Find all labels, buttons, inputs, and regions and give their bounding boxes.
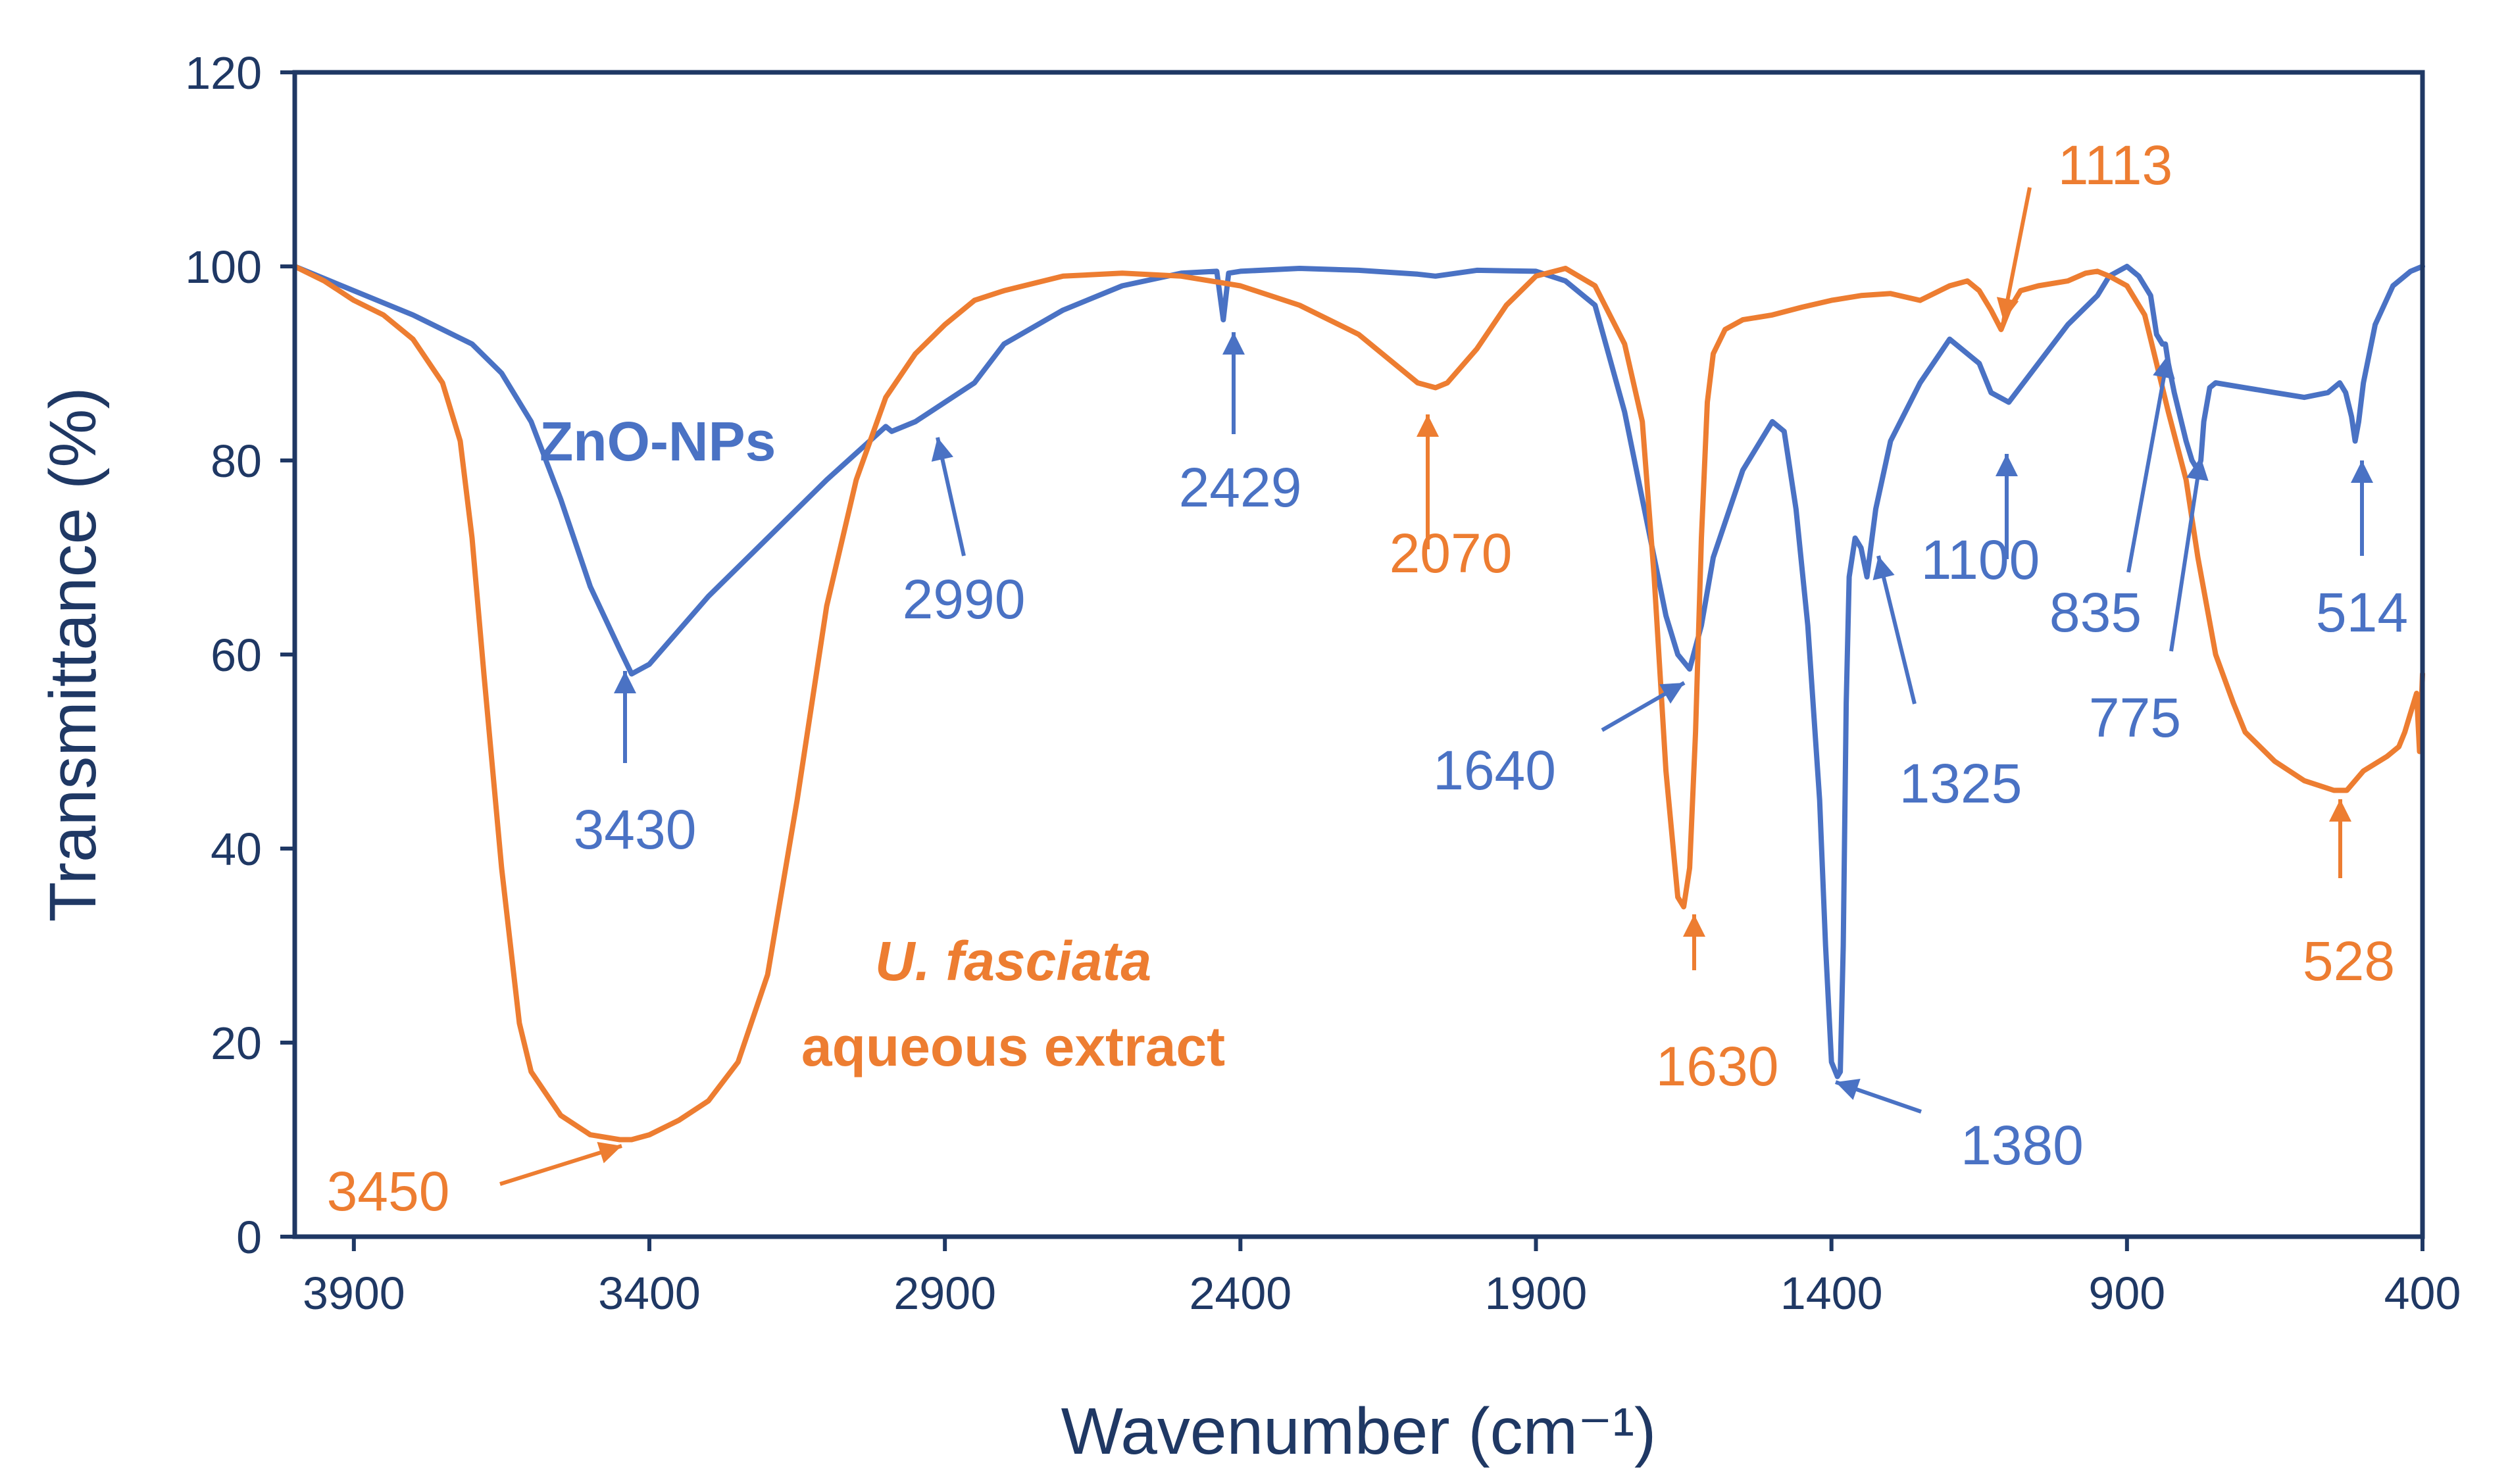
peak-annotation-3430: 3430 — [574, 671, 697, 860]
series-layer — [292, 264, 2425, 1143]
peak-annotation-1630: 1630 — [1656, 914, 1779, 1097]
y-tick-label: 100 — [185, 241, 262, 293]
peak-annotation-528: 528 — [2303, 799, 2395, 992]
annotation-label: 1380 — [1961, 1114, 2084, 1176]
peak-annotation-2070: 2070 — [1390, 414, 1513, 584]
y-tick-label: 0 — [236, 1212, 262, 1263]
series-line-zno — [292, 264, 2425, 1079]
annotation-arrowhead — [614, 671, 636, 693]
y-tick-label: 40 — [211, 824, 262, 875]
x-tick-label: 3400 — [598, 1268, 701, 1319]
series-label-extract-line1: U. fasciata — [875, 930, 1151, 992]
peak-annotation-775: 775 — [2089, 457, 2209, 749]
annotation-arrow-line — [2126, 355, 2170, 573]
annotation-arrowhead — [2186, 457, 2209, 482]
peak-annotation-1113: 1113 — [1996, 134, 2172, 322]
peak-annotation-2990: 2990 — [903, 437, 1026, 630]
annotation-label: 835 — [2049, 581, 2142, 643]
x-tick-label: 3900 — [303, 1268, 405, 1319]
peak-annotation-3450: 3450 — [327, 1141, 622, 1222]
annotation-arrowhead — [1683, 914, 1705, 937]
annotation-label: 1325 — [1899, 753, 2022, 814]
annotation-arrowhead — [1836, 1079, 1861, 1101]
x-tick-label: 900 — [2088, 1268, 2165, 1319]
annotation-label: 3430 — [574, 799, 697, 860]
peak-annotation-1325: 1325 — [1872, 555, 2022, 814]
annotation-arrow-line — [1876, 555, 1917, 705]
annotation-label: 528 — [2303, 930, 2395, 992]
x-tick-label: 2900 — [893, 1268, 996, 1319]
annotation-label: 1113 — [2058, 134, 2172, 196]
x-tick-label: 1400 — [1780, 1268, 1883, 1319]
annotation-arrowhead — [1659, 683, 1684, 704]
annotation-arrowhead — [1417, 414, 1439, 437]
y-axis-title: Transmittance (%) — [36, 387, 110, 922]
annotation-arrowhead — [931, 437, 953, 462]
annotation-label: 1640 — [1433, 739, 1556, 801]
series-line-extract — [292, 264, 2425, 1143]
annotation-arrowhead — [2351, 460, 2373, 483]
annotation-arrowhead — [2153, 355, 2175, 380]
annotation-arrowhead — [1996, 297, 2019, 321]
y-tick-label: 20 — [211, 1018, 262, 1069]
x-tick-label: 400 — [2384, 1268, 2461, 1319]
tick-layer: 3900 3400 2900 2400 1900 1400 900 400 0 20 40 60 80 1… — [185, 47, 2461, 1319]
peak-annotation-1380: 1380 — [1835, 1079, 2084, 1176]
annotation-arrowhead — [1995, 454, 2018, 476]
peak-annotation-2429: 2429 — [1179, 332, 1302, 518]
annotation-label: 1630 — [1656, 1035, 1779, 1097]
y-tick-label: 120 — [185, 47, 262, 99]
annotation-label: 2429 — [1179, 457, 1302, 518]
peak-annotation-1640: 1640 — [1433, 681, 1686, 801]
series-label-extract-line2: aqueous extract — [801, 1016, 1225, 1077]
annotation-label: 2070 — [1390, 522, 1513, 584]
peak-annotation-514: 514 — [2316, 460, 2408, 643]
y-tick-label: 80 — [211, 435, 262, 487]
annotation-label: 1100 — [1921, 529, 2040, 591]
annotation-arrowhead — [1872, 556, 1895, 581]
peak-annotation-1100: 1100 — [1921, 454, 2040, 591]
y-tick-label: 60 — [211, 630, 262, 681]
annotation-label: 514 — [2316, 581, 2408, 643]
x-tick-label: 2400 — [1189, 1268, 1292, 1319]
annotation-arrowhead — [2329, 799, 2351, 822]
series-label-zno: ZnO-NPs — [540, 410, 776, 472]
annotation-arrowhead — [597, 1141, 622, 1164]
annotation-label: 775 — [2089, 687, 2181, 749]
x-axis-title: Wavenumber (cm⁻¹) — [1061, 1395, 1657, 1468]
annotation-arrow-line — [2169, 457, 2203, 652]
annotation-arrowhead — [1222, 332, 1245, 355]
x-tick-label: 1900 — [1485, 1268, 1588, 1319]
annotation-arrow-line — [2001, 187, 2032, 322]
annotation-label: 3450 — [327, 1160, 450, 1222]
peak-annotation-835: 835 — [2049, 355, 2175, 643]
annotation-label: 2990 — [903, 568, 1026, 630]
